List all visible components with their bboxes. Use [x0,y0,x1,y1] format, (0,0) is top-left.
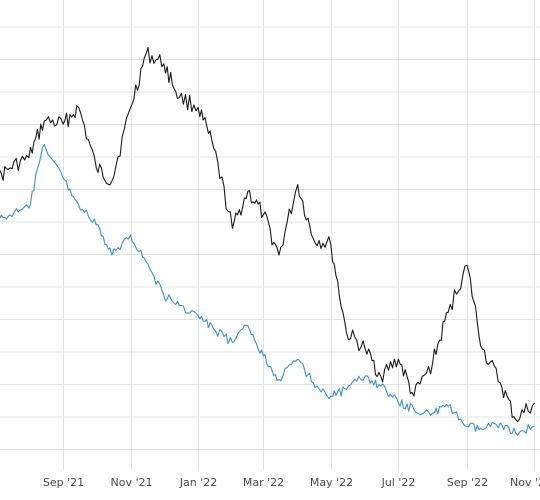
x-tick-label: May '22 [310,476,353,489]
x-tick-label: Jul '22 [381,476,416,489]
series-line-black [0,46,535,423]
x-tick-label: Sep '22 [447,476,488,489]
x-tick-label: Jan '22 [179,476,217,489]
vertical-gridlines [63,0,535,470]
x-tick-label: Nov '21 [111,476,153,489]
x-axis: Sep '21 Nov '21 Jan '22 Mar '22 May '22 Jul '… [43,476,540,489]
x-tick-label: Sep '21 [43,476,84,489]
horizontal-gridlines [0,26,540,450]
x-tick-label: Nov '22 [510,476,540,489]
series-line-blue [0,143,535,436]
x-tick-label: Mar '22 [243,476,284,489]
series-layer [0,46,535,436]
